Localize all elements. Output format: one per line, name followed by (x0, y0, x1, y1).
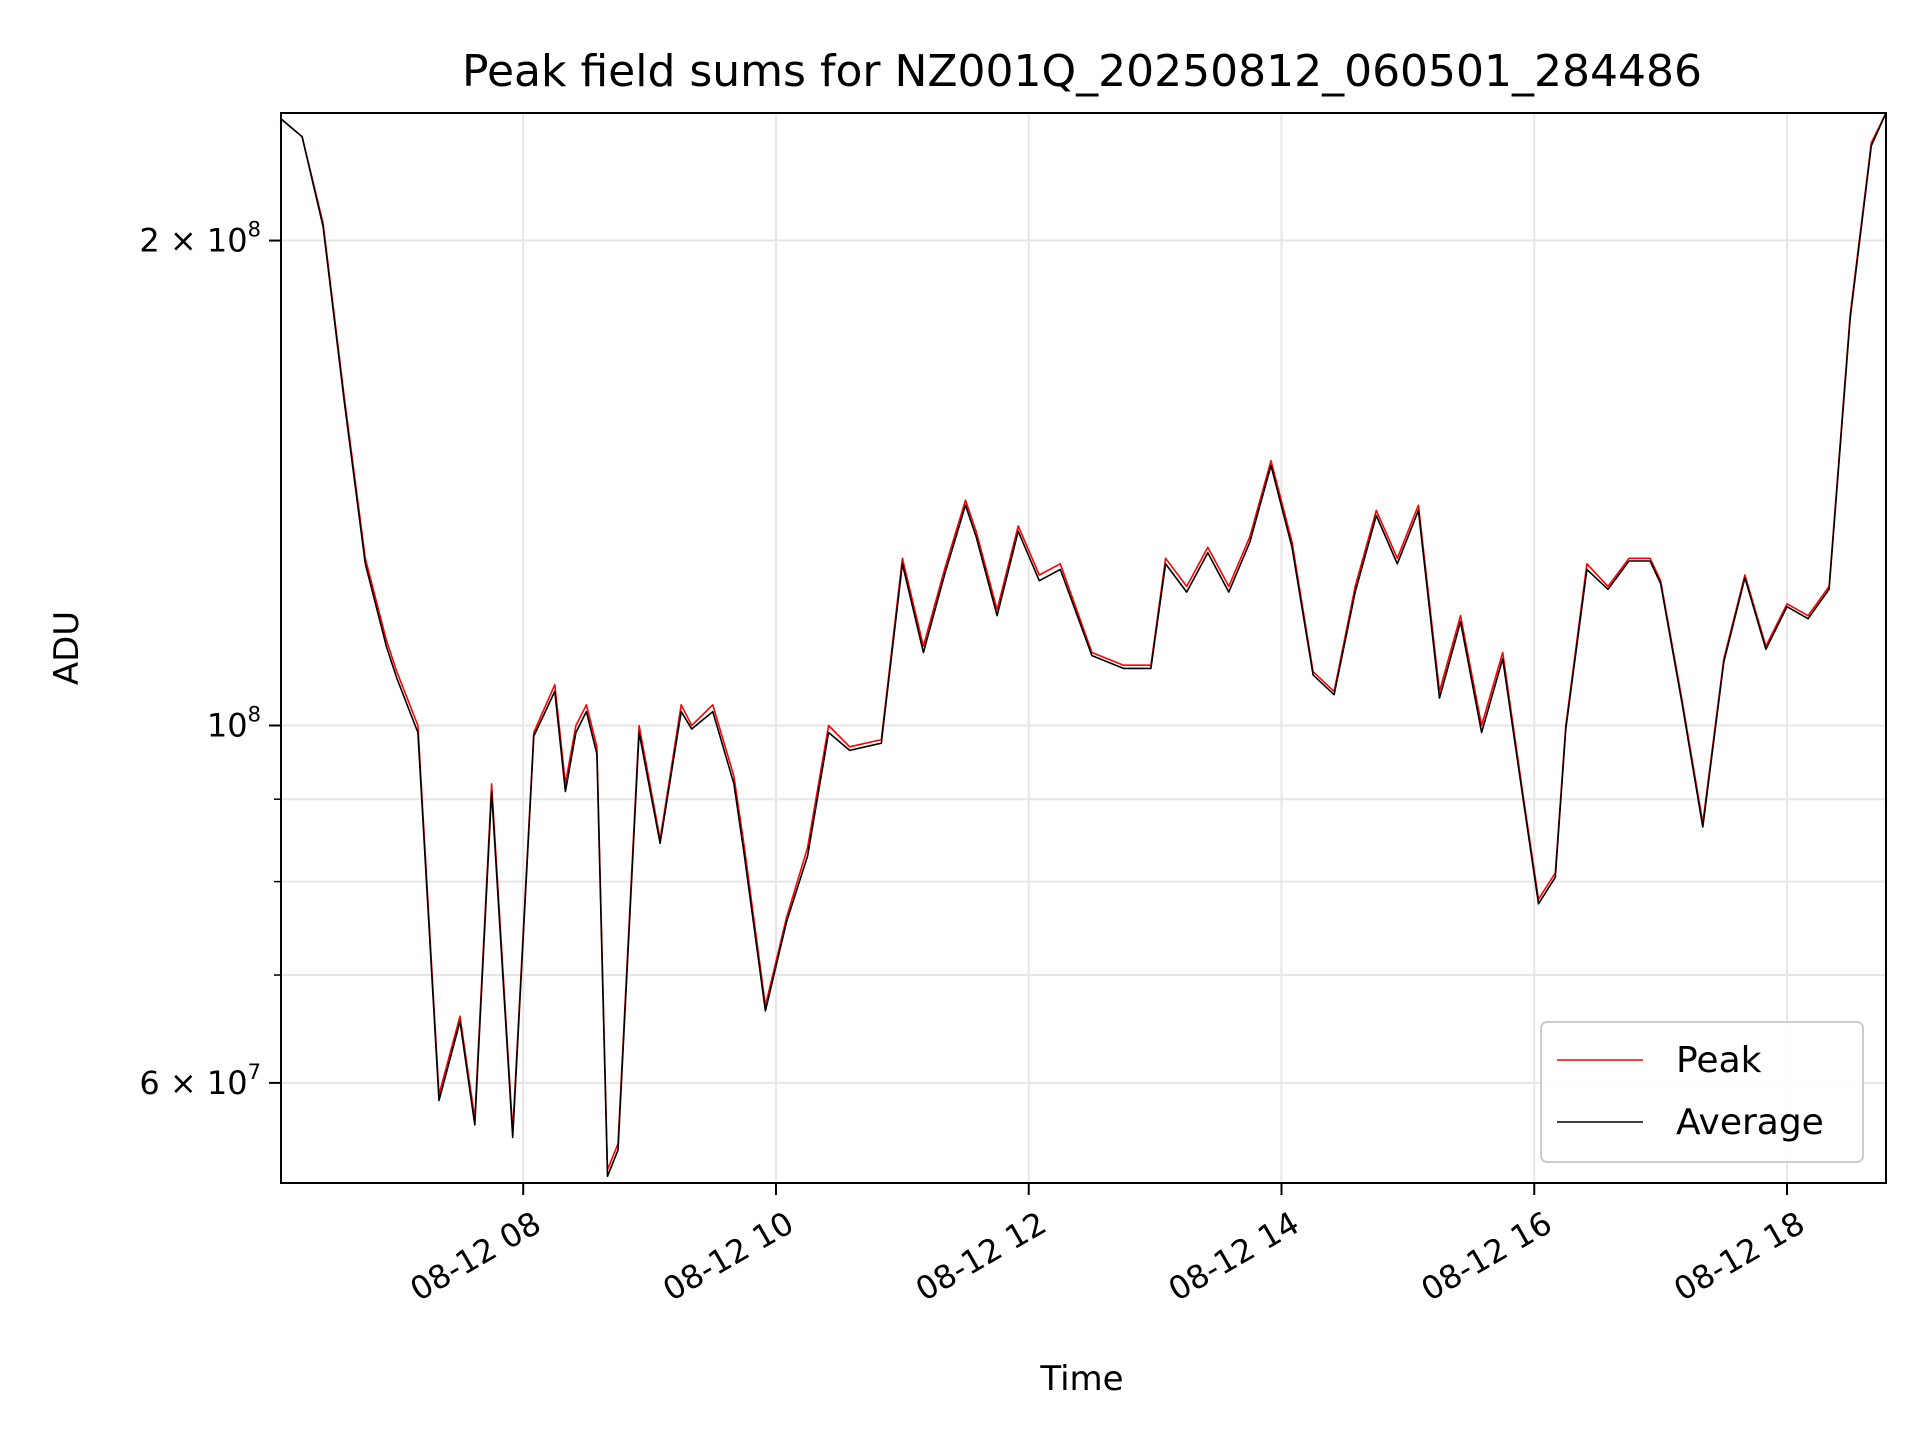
y-tick-exponent: 7 (248, 1060, 261, 1084)
y-tick-label: 2 × 108 (139, 218, 261, 260)
y-tick-base: 10 (207, 706, 248, 744)
x-axis-label: Time (1039, 1359, 1123, 1399)
y-tick-label: 108 (207, 702, 261, 744)
y-tick-base: 6 × 10 (139, 1064, 247, 1102)
series-line-peak (280, 112, 1887, 1171)
legend: Peak Average (1540, 1021, 1864, 1163)
series-line-average (280, 112, 1887, 1178)
legend-label-average: Average (1676, 1102, 1824, 1143)
y-axis-label: ADU (47, 611, 87, 685)
y-tick-label: 6 × 107 (139, 1060, 261, 1102)
y-tick-exponent: 8 (248, 702, 261, 726)
series-lines (280, 112, 1887, 1178)
plot-frame (280, 112, 1887, 1184)
grid (281, 113, 1886, 1183)
legend-box (1540, 1021, 1864, 1163)
legend-label-peak: Peak (1676, 1040, 1762, 1081)
y-tick-base: 2 × 10 (139, 222, 247, 260)
chart-title: Peak field sums for NZ001Q_20250812_0605… (462, 46, 1702, 97)
y-tick-exponent: 8 (248, 218, 261, 242)
